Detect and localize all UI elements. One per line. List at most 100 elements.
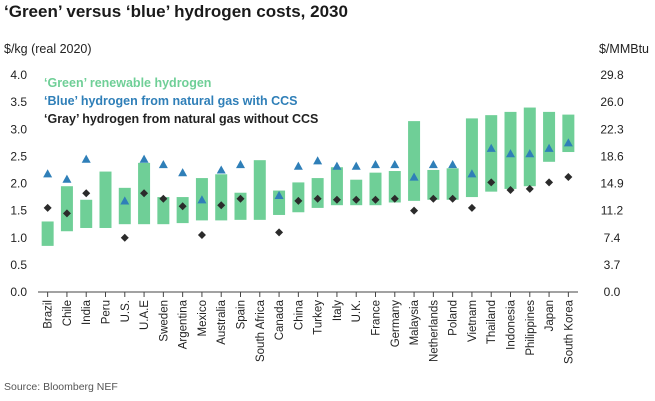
gray-diamond-point xyxy=(313,194,322,203)
y2-tick-label: 3.7 xyxy=(604,258,621,272)
y-tick-label: 1.0 xyxy=(10,231,27,245)
x-category-label: Mexico xyxy=(197,300,209,336)
y2-tick-label: 11.2 xyxy=(601,204,624,218)
y-tick-label: 3.5 xyxy=(10,95,27,109)
x-category-label: Australia xyxy=(216,299,228,344)
blue-triangle-point xyxy=(120,196,130,205)
y-tick-label: 3.0 xyxy=(10,122,27,136)
x-category-label: South Africa xyxy=(255,299,267,362)
x-category-label: Malaysia xyxy=(409,299,421,345)
x-category-label: Japan xyxy=(544,300,556,331)
x-category-label: France xyxy=(371,300,383,336)
gray-diamond-point xyxy=(390,194,399,203)
gray-diamond-point xyxy=(178,202,187,211)
y-tick-label: 1.5 xyxy=(10,204,27,218)
y-tick-label: 2.5 xyxy=(10,149,27,163)
gray-diamond-point xyxy=(43,203,52,212)
blue-triangle-point xyxy=(563,138,573,147)
x-category-label: China xyxy=(293,299,305,330)
y2-tick-label: 18.6 xyxy=(600,149,624,163)
blue-triangle-point xyxy=(390,160,400,169)
gray-diamond-point xyxy=(236,194,245,203)
gray-diamond-point xyxy=(197,231,206,240)
blue-triangle-point xyxy=(428,160,438,169)
y2-axis-title: $/MMBtu xyxy=(598,42,649,56)
y2-tick-label: 22.3 xyxy=(600,122,624,136)
green-range-bar xyxy=(523,107,536,187)
y2-tick-label: 7.4 xyxy=(604,231,621,245)
x-category-label: Turkey xyxy=(313,300,325,335)
x-category-label: Brazil xyxy=(43,300,55,329)
legend-entry: ‘Blue’ hydrogen from natural gas with CC… xyxy=(44,94,298,108)
gray-diamond-point xyxy=(545,178,554,187)
y-tick-label: 2.0 xyxy=(10,177,27,191)
gray-diamond-point xyxy=(429,194,438,203)
gray-diamond-point xyxy=(275,228,284,237)
gray-diamond-point xyxy=(525,184,534,193)
gray-diamond-point xyxy=(294,196,303,205)
y-tick-label: 4.0 xyxy=(10,68,27,82)
green-range-bar xyxy=(465,118,478,198)
gray-diamond-point xyxy=(159,194,168,203)
gray-diamond-point xyxy=(410,206,419,215)
x-category-label: South Korea xyxy=(563,299,575,364)
gray-diamond-point xyxy=(352,195,361,204)
green-range-bar xyxy=(80,199,93,228)
x-category-label: Netherlands xyxy=(428,300,440,362)
chart-title: ‘Green’ versus ‘blue’ hydrogen costs, 20… xyxy=(4,2,348,21)
x-category-label: Spain xyxy=(236,300,248,329)
x-category-label: Italy xyxy=(332,300,344,321)
x-category-label: U.K. xyxy=(351,300,363,322)
green-range-bar xyxy=(99,171,112,228)
legend-entry: ‘Green’ renewable hydrogen xyxy=(44,76,211,90)
source-note: Source: Bloomberg NEF xyxy=(4,381,118,393)
green-range-bar xyxy=(446,168,459,200)
y2-tick-label: 0.0 xyxy=(604,285,621,299)
blue-triangle-point xyxy=(351,161,361,170)
x-category-label: India xyxy=(81,299,93,325)
green-range-bar xyxy=(543,111,556,162)
gray-diamond-point xyxy=(82,189,91,198)
blue-triangle-point xyxy=(274,190,284,200)
green-range-bar xyxy=(157,197,170,225)
green-range-bar xyxy=(41,221,54,246)
blue-triangle-point xyxy=(371,160,380,169)
gray-diamond-point xyxy=(371,195,380,204)
x-category-label: Sweden xyxy=(158,300,170,342)
blue-triangle-point xyxy=(178,168,188,177)
green-range-bar xyxy=(427,169,440,200)
x-category-label: Poland xyxy=(448,300,460,336)
gray-diamond-point xyxy=(564,172,573,181)
gray-diamond-point xyxy=(217,201,226,210)
x-category-label: Vietnam xyxy=(467,300,479,342)
x-category-label: Thailand xyxy=(486,300,498,344)
x-category-label: Argentina xyxy=(178,299,190,349)
gray-diamond-point xyxy=(120,233,129,242)
green-range-bar xyxy=(562,114,575,153)
blue-triangle-point xyxy=(525,149,535,158)
legend-entry: ‘Gray’ hydrogen from natural gas without… xyxy=(44,112,318,126)
blue-triangle-point xyxy=(293,161,303,170)
gray-diamond-point xyxy=(467,203,476,212)
blue-triangle-point xyxy=(486,143,496,152)
x-category-label: Germany xyxy=(390,300,402,348)
y2-tick-label: 14.9 xyxy=(600,177,624,191)
green-range-bar xyxy=(118,187,131,225)
green-range-bar xyxy=(215,174,228,221)
x-category-label: Philippines xyxy=(525,300,537,356)
y-tick-label: 0.5 xyxy=(10,258,27,272)
gray-diamond-point xyxy=(487,178,496,187)
blue-triangle-point xyxy=(81,154,91,163)
green-range-bar xyxy=(311,178,324,208)
y2-tick-label: 26.0 xyxy=(600,95,624,109)
gray-diamond-point xyxy=(140,189,149,198)
green-range-bar xyxy=(485,115,498,192)
gray-diamond-point xyxy=(506,186,515,195)
gray-diamond-point xyxy=(332,195,341,204)
y-axis-title: $/kg (real 2020) xyxy=(4,42,92,56)
blue-triangle-point xyxy=(197,195,207,204)
x-category-label: U.A.E xyxy=(139,300,151,330)
gray-diamond-point xyxy=(62,209,71,218)
green-range-bar xyxy=(330,167,343,206)
